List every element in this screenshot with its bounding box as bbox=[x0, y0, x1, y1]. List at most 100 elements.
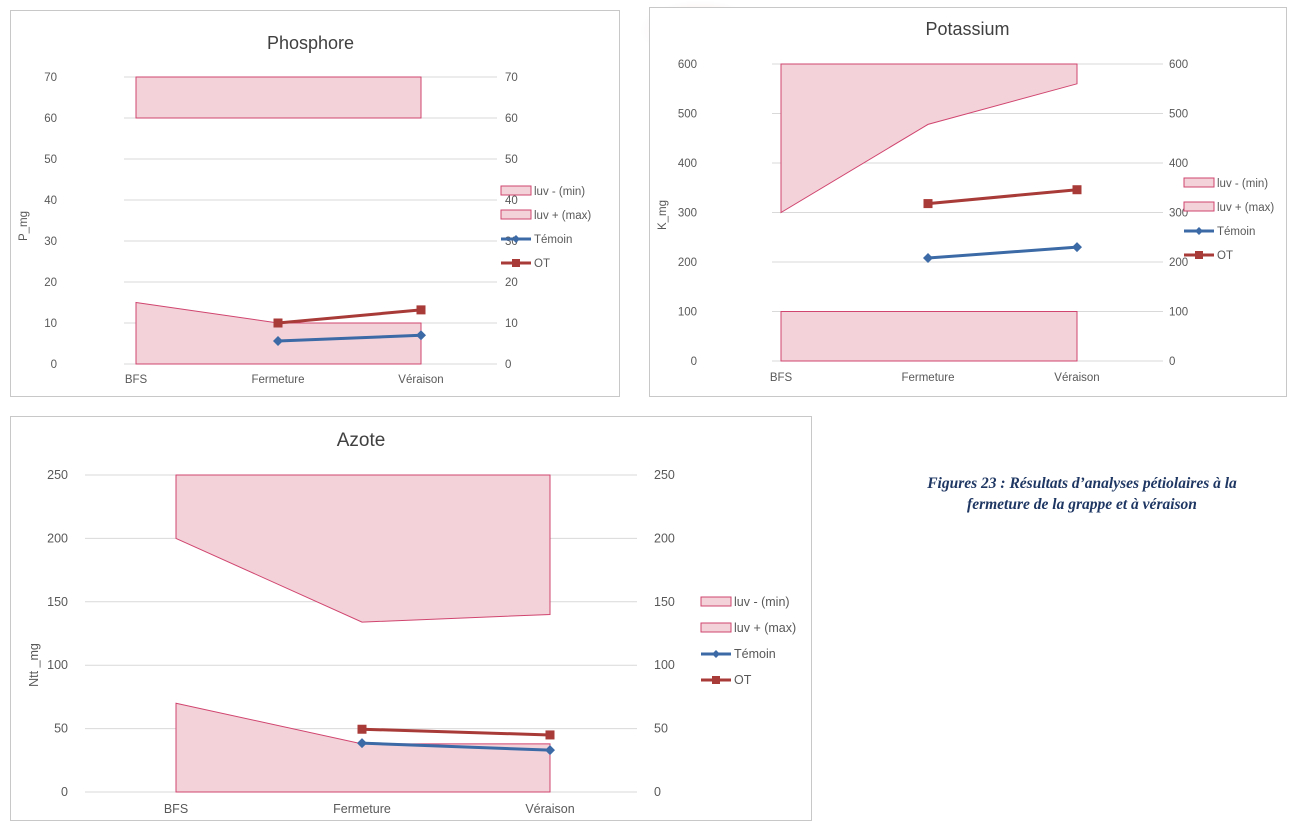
chart-svg: Potassium 0 0 100 100 200 200 300 300 400 400 500 50… bbox=[657, 19, 1274, 384]
y-tick-label-left: 300 bbox=[678, 208, 697, 220]
band-max bbox=[135, 76, 422, 119]
legend-marker bbox=[712, 650, 720, 658]
y-tick-label-right: 20 bbox=[505, 277, 518, 289]
band-min bbox=[780, 311, 1078, 362]
data-point-ot bbox=[416, 305, 426, 315]
legend-label: Témoin bbox=[1217, 226, 1255, 238]
y-tick-label-right: 40 bbox=[505, 195, 518, 207]
data-point-ot bbox=[357, 724, 367, 734]
x-tick-label: Fermeture bbox=[251, 374, 304, 386]
legend-marker bbox=[712, 676, 720, 684]
series-line-ot bbox=[927, 188, 1078, 206]
y-tick-label-left: 0 bbox=[61, 785, 68, 799]
x-tick-label: Véraison bbox=[525, 802, 574, 816]
y-tick-label-left: 100 bbox=[678, 307, 697, 319]
y-tick-label-left: 150 bbox=[47, 595, 68, 609]
legend-marker bbox=[1195, 251, 1203, 259]
y-tick-label-left: 200 bbox=[47, 531, 68, 545]
y-tick-label-left: 40 bbox=[44, 195, 57, 207]
x-tick-label: Fermeture bbox=[901, 372, 954, 384]
data-point-temoin bbox=[545, 745, 555, 756]
legend-swatch-band bbox=[700, 622, 732, 633]
y-tick-label-right: 500 bbox=[1169, 109, 1188, 121]
y-tick-label-left: 50 bbox=[54, 722, 68, 736]
figure-caption: Figures 23 : Résultats d’analyses pétiol… bbox=[852, 473, 1290, 515]
chart-title: Azote bbox=[337, 430, 386, 451]
legend-label: OT bbox=[1217, 250, 1233, 262]
series-line-ot bbox=[361, 727, 551, 737]
data-point-ot bbox=[1072, 185, 1082, 195]
x-tick-label: Fermeture bbox=[333, 802, 391, 816]
y-tick-label-right: 150 bbox=[654, 595, 675, 609]
legend-swatch-band bbox=[1183, 177, 1215, 188]
data-point-temoin bbox=[273, 336, 283, 347]
band-min bbox=[135, 301, 422, 365]
y-axis-label: P_mg bbox=[18, 211, 30, 241]
y-tick-label-right: 100 bbox=[1169, 307, 1188, 319]
y-tick-label-left: 10 bbox=[44, 318, 57, 330]
legend-swatch-band bbox=[700, 596, 732, 607]
chart-svg: Azote 0 0 50 50 100 100 150 150 200 200 250 250 Ntt _… bbox=[27, 430, 796, 816]
data-point-ot bbox=[545, 730, 555, 740]
y-tick-label-right: 300 bbox=[1169, 208, 1188, 220]
y-tick-label-left: 30 bbox=[44, 236, 57, 248]
data-point-temoin bbox=[1072, 242, 1082, 253]
data-point-ot bbox=[923, 199, 933, 209]
band-max bbox=[175, 474, 551, 623]
y-tick-label-right: 0 bbox=[505, 359, 511, 371]
legend-swatch-band bbox=[1183, 201, 1215, 212]
y-tick-label-right: 50 bbox=[505, 154, 518, 166]
chart-phosphore: Phosphore 0 0 10 10 20 20 30 30 40 40 50 50 60 60 70 70 P… bbox=[10, 10, 620, 397]
legend-label: OT bbox=[534, 258, 550, 270]
x-tick-label: BFS bbox=[164, 802, 188, 816]
y-tick-label-left: 0 bbox=[51, 359, 57, 371]
legend-label: luv + (max) bbox=[734, 621, 796, 635]
y-tick-label-right: 60 bbox=[505, 113, 518, 125]
legend-swatch-band bbox=[500, 185, 532, 196]
caption-line-1: Figures 23 : Résultats d’analyses pétiol… bbox=[927, 475, 1237, 492]
data-point-ot bbox=[273, 318, 283, 328]
y-axis-label: Ntt _mg bbox=[27, 643, 41, 687]
y-tick-label-right: 0 bbox=[654, 785, 661, 799]
chart-azote: Azote 0 0 50 50 100 100 150 150 200 200 250 250 Ntt _… bbox=[10, 416, 812, 821]
y-tick-label-right: 200 bbox=[654, 531, 675, 545]
chart-title: Phosphore bbox=[267, 33, 354, 53]
y-tick-label-left: 20 bbox=[44, 277, 57, 289]
y-tick-label-right: 100 bbox=[654, 658, 675, 672]
data-point-temoin bbox=[923, 253, 933, 264]
band-max bbox=[780, 63, 1078, 214]
data-point-temoin bbox=[357, 738, 367, 749]
y-tick-label-left: 0 bbox=[691, 356, 697, 368]
y-tick-label-right: 400 bbox=[1169, 158, 1188, 170]
y-tick-label-right: 600 bbox=[1169, 59, 1188, 71]
legend-marker bbox=[1195, 227, 1203, 235]
y-tick-label-left: 600 bbox=[678, 59, 697, 71]
legend-label: luv - (min) bbox=[734, 595, 790, 609]
y-tick-label-right: 0 bbox=[1169, 356, 1175, 368]
y-tick-label-left: 500 bbox=[678, 109, 697, 121]
y-tick-label-right: 250 bbox=[654, 468, 675, 482]
series-line-temoin bbox=[277, 333, 422, 343]
legend-marker bbox=[512, 235, 520, 243]
legend-label: luv + (max) bbox=[1217, 202, 1274, 214]
data-point-temoin bbox=[416, 330, 426, 341]
legend-label: OT bbox=[734, 673, 752, 687]
y-tick-label-right: 200 bbox=[1169, 257, 1188, 269]
caption-line-2: fermeture de la grappe et à véraison bbox=[967, 496, 1197, 513]
x-tick-label: Véraison bbox=[1054, 372, 1099, 384]
chart-title: Potassium bbox=[925, 19, 1009, 39]
legend-label: Témoin bbox=[534, 234, 572, 246]
chart-potassium: Potassium 0 0 100 100 200 200 300 300 400 400 500 50… bbox=[649, 7, 1287, 397]
y-tick-label-right: 10 bbox=[505, 318, 518, 330]
y-tick-label-right: 70 bbox=[505, 72, 518, 84]
x-tick-label: BFS bbox=[125, 374, 148, 386]
y-tick-label-left: 100 bbox=[47, 658, 68, 672]
y-tick-label-left: 70 bbox=[44, 72, 57, 84]
series-line-temoin bbox=[927, 245, 1078, 260]
legend-label: Témoin bbox=[734, 647, 776, 661]
x-tick-label: Véraison bbox=[398, 374, 443, 386]
y-tick-label-left: 200 bbox=[678, 257, 697, 269]
y-tick-label-left: 60 bbox=[44, 113, 57, 125]
legend-label: luv + (max) bbox=[534, 210, 591, 222]
